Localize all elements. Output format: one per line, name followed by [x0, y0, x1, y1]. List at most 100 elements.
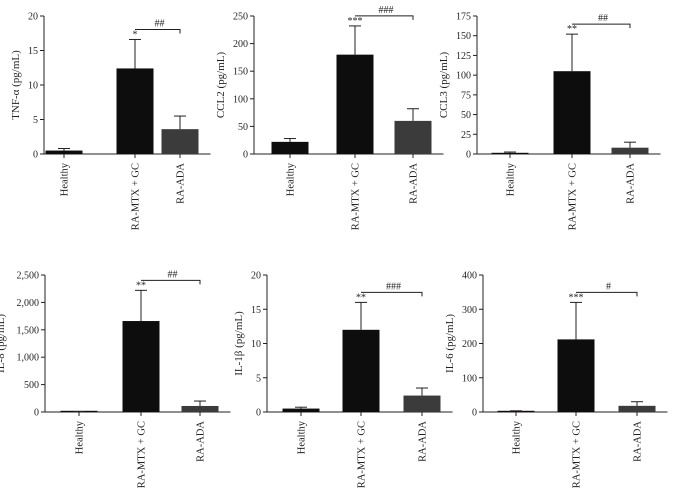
y-tick-label: 25	[461, 130, 471, 141]
x-category-label: RA-MTX + GC	[131, 163, 142, 230]
x-category-label: Healthy	[506, 162, 517, 196]
significance-hash: ###	[379, 5, 394, 16]
significance-stars: **	[567, 24, 577, 35]
x-category-label: RA-MTX + GC	[137, 421, 148, 488]
bar	[342, 329, 380, 412]
x-category-label: RA-ADA	[176, 163, 187, 204]
y-tick-label: 75	[461, 90, 471, 101]
y-axis-title: IL-1β (pg/mL)	[233, 311, 245, 376]
bar	[497, 410, 535, 412]
y-axis-title: CCL3 (pg/mL)	[438, 52, 450, 119]
y-tick-label: 0	[243, 150, 248, 161]
x-category-label: RA-ADA	[626, 163, 637, 204]
bar	[553, 71, 591, 154]
y-tick-label: 500	[24, 380, 39, 391]
x-category-label: RA-MTX + GC	[357, 421, 368, 488]
y-tick-label: 0	[256, 408, 261, 419]
y-tick-label: 250	[233, 12, 248, 23]
y-tick-label: 10	[251, 339, 261, 350]
y-tick-label: 100	[462, 373, 477, 384]
y-tick-label: 0	[472, 408, 477, 419]
y-tick-label: 175	[456, 12, 471, 23]
y-tick-label: 20	[28, 12, 38, 23]
x-category-label: Healthy	[297, 420, 308, 454]
comparison-bracket	[361, 291, 423, 297]
y-tick-label: 150	[233, 67, 248, 78]
comparison-bracket	[572, 23, 631, 29]
significance-hash: ##	[598, 13, 608, 24]
x-category-label: Healthy	[75, 420, 86, 454]
y-tick-label: 0	[34, 408, 39, 419]
y-tick-label: 50	[238, 122, 248, 133]
y-tick-label: 2,500	[17, 271, 40, 282]
bar	[116, 68, 154, 154]
y-tick-label: 15	[251, 305, 261, 316]
y-tick-label: 300	[462, 305, 477, 316]
significance-hash: ###	[386, 281, 401, 292]
chart-panel-2: 0 50 100 150 200 250 CCL2 (pg/mL) Healthy RA-MTX…	[215, 5, 444, 230]
chart-panel-3: 0 25 50 75 100 125 150 175 CCL3 (pg/mL) Healthy RA…	[438, 12, 661, 230]
bar	[336, 54, 374, 154]
y-tick-label: 5	[33, 115, 38, 126]
significance-stars: ***	[348, 16, 363, 27]
y-axis-title: IL-8 (pg/mL)	[0, 314, 7, 373]
bar	[122, 321, 160, 412]
significance-stars: **	[356, 292, 366, 303]
bar	[161, 129, 199, 154]
chart-panel-5: 0 5 10 15 20 IL-1β (pg/mL) Healthy RA-MTX + GC R…	[233, 271, 453, 488]
y-tick-label: 50	[461, 110, 471, 121]
significance-stars: *	[133, 29, 138, 40]
comparison-bracket	[355, 15, 414, 20]
x-category-label: RA-MTX + GC	[572, 421, 583, 488]
significance-stars: **	[136, 280, 146, 291]
y-tick-label: 150	[456, 31, 471, 42]
y-tick-label: 1,000	[17, 353, 40, 364]
y-tick-label: 15	[28, 46, 38, 57]
x-category-label: RA-ADA	[633, 421, 644, 462]
chart-panel-4: 0 500 1,000 1,500 2,000 2,500 IL-8 (pg/mL) Heal…	[0, 269, 231, 488]
x-category-label: RA-ADA	[418, 421, 429, 462]
y-tick-label: 200	[233, 39, 248, 50]
y-tick-label: 10	[28, 81, 38, 92]
y-tick-label: 100	[456, 71, 471, 82]
y-tick-label: 125	[456, 51, 471, 62]
y-tick-label: 0	[33, 150, 38, 161]
y-tick-label: 100	[233, 94, 248, 105]
bar	[394, 120, 432, 154]
x-category-label: Healthy	[512, 420, 523, 454]
chart-panel-6: 0 100 200 300 400 IL-6 (pg/mL) Healthy RA-MTX +…	[444, 271, 668, 488]
y-tick-label: 5	[256, 373, 261, 384]
chart-panel-1: 0 5 10 15 20 TNF-α (pg/mL) Healthy RA-MTX + GC R…	[10, 12, 211, 230]
comparison-bracket	[576, 291, 638, 297]
bar	[491, 152, 529, 154]
bar	[403, 395, 441, 412]
significance-stars: ***	[569, 292, 584, 303]
x-category-label: RA-ADA	[196, 421, 207, 462]
bar	[618, 405, 656, 412]
significance-hash: ##	[155, 18, 165, 29]
comparison-bracket	[141, 279, 201, 285]
x-category-label: Healthy	[60, 162, 71, 196]
comparison-bracket	[135, 28, 181, 34]
y-tick-label: 200	[462, 339, 477, 350]
bar	[282, 408, 320, 412]
y-tick-label: 2,000	[17, 298, 40, 309]
bar	[557, 339, 595, 412]
y-axis-title: IL-6 (pg/mL)	[444, 314, 456, 373]
x-category-label: RA-MTX + GC	[351, 163, 362, 230]
y-tick-label: 20	[251, 271, 261, 282]
x-category-label: RA-ADA	[409, 163, 420, 204]
bar	[181, 405, 219, 412]
significance-hash: ##	[168, 269, 178, 280]
x-category-label: RA-MTX + GC	[568, 163, 579, 230]
bar	[45, 150, 83, 154]
bar	[611, 147, 649, 154]
significance-hash: #	[606, 281, 611, 292]
y-tick-label: 400	[462, 271, 477, 282]
y-tick-label: 0	[466, 150, 471, 161]
y-tick-label: 1,500	[17, 325, 40, 336]
y-axis-title: CCL2 (pg/mL)	[215, 52, 227, 119]
bar	[271, 141, 309, 154]
y-axis-title: TNF-α (pg/mL)	[10, 50, 22, 120]
